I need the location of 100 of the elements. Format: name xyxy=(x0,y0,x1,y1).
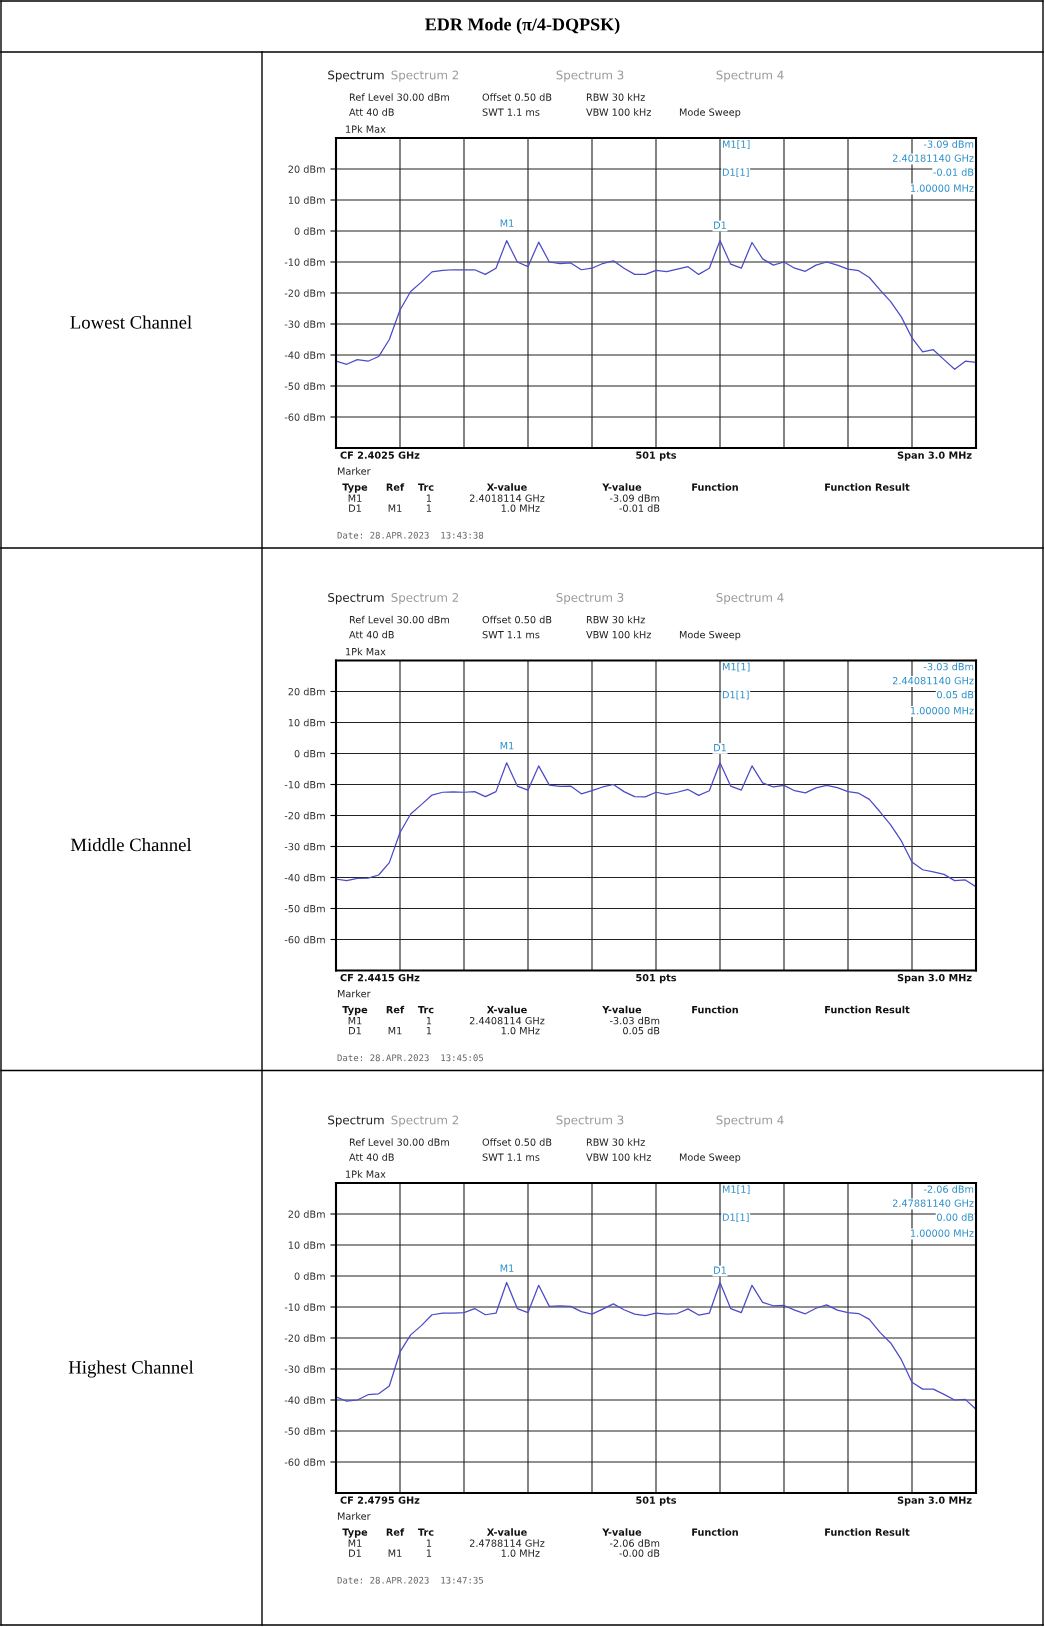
y-tick-label: -40 dBm xyxy=(284,351,325,359)
annotation: 1.00000 MHz xyxy=(910,706,974,715)
y-tick-label: -20 dBm xyxy=(284,811,325,820)
annotation: D1 xyxy=(714,221,726,229)
chart-title: EDR Mode (π/4-DQPSK) xyxy=(425,17,620,35)
annotation: -3.09 dBm xyxy=(923,140,974,148)
y-tick-label: -40 dBm xyxy=(284,873,325,882)
y-tick-label: -30 dBm xyxy=(284,842,325,851)
text: Date: 28.APR.2023 13:43:38 xyxy=(337,531,484,539)
annotation: M1 xyxy=(500,219,514,227)
text: Date: 28.APR.2023 13:47:35 xyxy=(337,1576,484,1584)
y-tick-label: 10 dBm xyxy=(288,196,325,204)
annotation: 2.40181140 GHz xyxy=(892,154,974,162)
text: Offset 0.50 dB xyxy=(482,615,552,624)
y-tick-label: 20 dBm xyxy=(288,165,325,173)
text: Mode Sweep xyxy=(679,630,741,641)
text: 1Pk Max xyxy=(346,647,386,656)
text: Att 40 dB xyxy=(349,630,394,639)
text: Att 40 dB xyxy=(349,108,394,116)
text: Ref xyxy=(386,483,405,491)
text: M1 xyxy=(388,1027,402,1035)
text: Mode Sweep xyxy=(679,108,741,118)
y-tick-label: -30 dBm xyxy=(284,1365,325,1373)
y-tick-label: -20 dBm xyxy=(284,1334,325,1342)
text: M1 xyxy=(388,1549,402,1557)
y-tick-label: -30 dBm xyxy=(284,320,325,328)
text: CF 2.4415 GHz xyxy=(340,973,420,982)
y-tick-label: -10 dBm xyxy=(284,258,325,266)
y-axis-title: Lowest Channel xyxy=(70,315,192,329)
text: D1 xyxy=(349,504,361,512)
annotation: D1[1] xyxy=(722,1213,749,1222)
text: 2.4018114 GHz xyxy=(469,494,545,502)
text: M1 xyxy=(348,1539,362,1547)
text: 1 xyxy=(426,1027,432,1035)
y-tick-label: -40 dBm xyxy=(284,1396,325,1404)
annotation: 2.44081140 GHz xyxy=(892,676,974,685)
text: Mode Sweep xyxy=(679,1153,741,1163)
y-tick-label: -60 dBm xyxy=(284,935,325,944)
text: CF 2.4025 GHz xyxy=(340,451,420,459)
text: SWT 1.1 ms xyxy=(482,630,540,639)
annotation: -3.03 dBm xyxy=(923,662,974,671)
text: VBW 100 kHz xyxy=(586,630,651,639)
annotation: M1[1] xyxy=(722,140,750,149)
text: Spectrum 3 xyxy=(556,1115,624,1127)
y-axis-title: Middle Channel xyxy=(70,838,192,852)
y-tick-label: 10 dBm xyxy=(288,718,325,727)
text: Marker xyxy=(337,1512,371,1520)
text: Function xyxy=(692,1528,738,1536)
text: -3.03 dBm xyxy=(609,1016,660,1025)
text: Function xyxy=(692,1005,738,1014)
annotation: 1.00000 MHz xyxy=(910,184,974,192)
text: Span 3.0 MHz xyxy=(897,973,972,984)
text: Spectrum xyxy=(328,70,384,82)
annotation: D1[1] xyxy=(722,690,749,700)
text: -2.06 dBm xyxy=(609,1539,660,1547)
text: M1 xyxy=(388,504,402,512)
y-tick-label: 10 dBm xyxy=(288,1241,325,1249)
text: Att 40 dB xyxy=(349,1153,394,1161)
text: 1.0 MHz xyxy=(501,504,540,512)
text: Y-value xyxy=(602,483,642,491)
text: Spectrum 2 xyxy=(391,593,459,605)
text: Spectrum 4 xyxy=(716,593,784,605)
text: Spectrum 2 xyxy=(391,70,459,82)
text: CF 2.4795 GHz xyxy=(340,1496,420,1504)
text: -0.00 dB xyxy=(619,1549,660,1557)
text: M1 xyxy=(348,1017,362,1025)
text: Spectrum xyxy=(328,593,384,605)
y-tick-label: -50 dBm xyxy=(284,382,325,390)
text: VBW 100 kHz xyxy=(586,1153,651,1161)
text: D1 xyxy=(349,1027,361,1035)
text: Type xyxy=(342,1528,368,1538)
line-series xyxy=(336,239,976,370)
annotation: 0.00 dB xyxy=(937,1213,974,1221)
y-tick-label: -60 dBm xyxy=(284,413,325,421)
text: 1 xyxy=(426,504,432,512)
text: Y-value xyxy=(602,1528,642,1536)
text: Trc xyxy=(417,1006,434,1014)
text: 501 pts xyxy=(636,1496,677,1506)
y-tick-label: -10 dBm xyxy=(284,780,325,789)
text: Ref Level 30.00 dBm xyxy=(349,93,449,101)
text: Trc xyxy=(417,1528,434,1536)
text: Ref Level 30.00 dBm xyxy=(349,1138,449,1146)
text: 501 pts xyxy=(636,451,677,461)
y-tick-label: -20 dBm xyxy=(284,289,325,297)
text: Spectrum 3 xyxy=(556,593,624,605)
text: 0.05 dB xyxy=(623,1026,660,1035)
y-tick-label: 20 dBm xyxy=(288,1210,325,1218)
text: 1Pk Max xyxy=(346,125,386,133)
text: RBW 30 kHz xyxy=(586,615,645,624)
y-tick-label: 0 dBm xyxy=(294,749,325,758)
annotation: D1[1] xyxy=(722,168,749,177)
annotation: M1[1] xyxy=(722,1185,750,1194)
text: SWT 1.1 ms xyxy=(482,108,540,116)
text: SWT 1.1 ms xyxy=(482,1153,540,1161)
text: M1 xyxy=(348,494,362,502)
text: 1 xyxy=(426,1539,432,1547)
text: D1 xyxy=(349,1549,361,1557)
text: 2.4788114 GHz xyxy=(469,1539,545,1547)
annotation: -0.01 dB xyxy=(933,168,974,176)
text: Spectrum xyxy=(328,1115,384,1127)
